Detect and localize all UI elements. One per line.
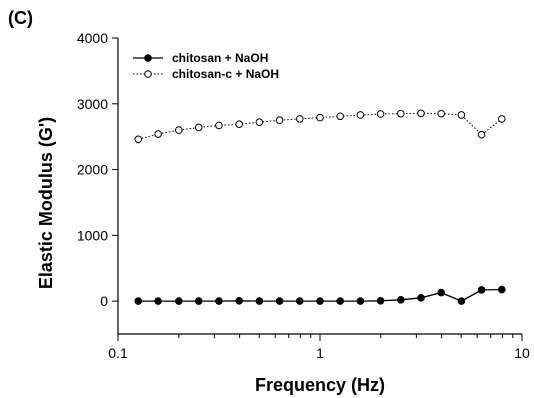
data-point — [154, 297, 162, 305]
y-tick-label: 1000 — [77, 227, 108, 243]
legend-marker — [144, 54, 152, 62]
data-point — [376, 110, 385, 118]
plot-axes — [117, 38, 522, 335]
legend-label: chitosan + NaOH — [172, 51, 268, 65]
data-point — [437, 288, 445, 297]
legend-label: chitosan-c + NaOH — [172, 67, 279, 81]
panel-label: (C) — [8, 8, 33, 28]
data-point — [336, 112, 345, 121]
data-point — [477, 130, 486, 139]
data-point — [316, 297, 324, 305]
data-point — [134, 297, 143, 305]
series-layer — [134, 109, 506, 305]
data-point — [175, 126, 183, 134]
data-point — [397, 109, 405, 118]
y-axis-title: Elastic Modulus (G') — [36, 117, 56, 289]
data-point — [175, 297, 183, 305]
data-point — [154, 130, 162, 138]
data-point — [397, 295, 405, 304]
y-tick-label: 3000 — [77, 96, 108, 112]
data-point — [437, 109, 445, 118]
data-point — [497, 285, 506, 294]
data-point — [134, 135, 143, 144]
series-chitosan-c-naoh — [134, 109, 506, 144]
data-point — [376, 296, 385, 305]
x-tick-label: 0.1 — [108, 345, 128, 361]
legend-marker — [144, 70, 152, 78]
data-point — [235, 120, 243, 128]
y-tick-label: 4000 — [77, 30, 108, 46]
legend: chitosan + NaOH chitosan-c + NaOH — [133, 51, 279, 81]
data-point — [215, 121, 223, 130]
data-point — [356, 111, 365, 119]
data-point — [417, 109, 425, 118]
data-point — [235, 296, 243, 305]
y-tick-label: 2000 — [77, 162, 108, 178]
data-point — [457, 297, 466, 305]
data-point — [194, 297, 203, 305]
x-tick-label: 10 — [514, 345, 530, 361]
data-point — [255, 297, 264, 305]
y-axis-ticks: 0 1000 2000 3000 4000 — [77, 30, 118, 309]
x-tick-label: 1 — [316, 345, 324, 361]
data-point — [255, 118, 264, 126]
y-tick-label: 0 — [100, 293, 108, 309]
data-point — [275, 297, 284, 305]
data-point — [275, 116, 284, 125]
data-point — [356, 297, 365, 305]
data-point — [477, 286, 486, 294]
data-point — [336, 297, 345, 305]
data-point — [316, 113, 324, 122]
series-chitosan-naoh — [134, 285, 506, 305]
data-point — [457, 111, 466, 119]
data-point — [215, 297, 223, 305]
x-axis-title: Frequency (Hz) — [255, 375, 385, 395]
data-point — [295, 297, 304, 305]
data-point — [417, 294, 425, 302]
data-point — [194, 123, 203, 132]
x-axis-ticks: 0.1 1 10 — [108, 334, 530, 361]
data-point — [295, 115, 304, 123]
data-point — [497, 115, 506, 123]
